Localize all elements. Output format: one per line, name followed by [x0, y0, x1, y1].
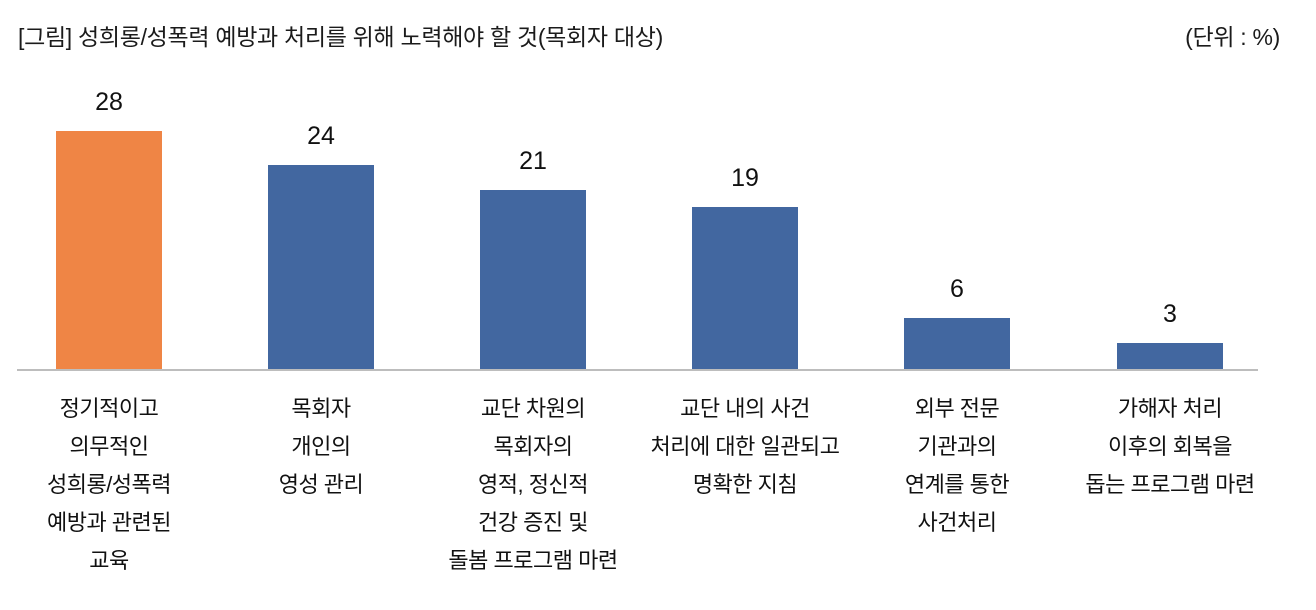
- bar-value-label: 24: [307, 122, 335, 150]
- bar-value-label: 28: [95, 88, 123, 116]
- category-label-line: 교단 차원의: [480, 396, 586, 421]
- category-label-line: 성희롱/성폭력: [46, 472, 172, 497]
- bar-value-label: 3: [1163, 300, 1177, 328]
- bar-2: [268, 165, 374, 369]
- chart-title: [그림] 성희롱/성폭력 예방과 처리를 위해 노력해야 할 것(목회자 대상): [18, 24, 663, 50]
- category-label-line: 개인의: [291, 434, 351, 459]
- bar-value-label: 21: [519, 147, 547, 175]
- category-label-line: 예방과 관련된: [46, 510, 172, 535]
- category-label-line: 건강 증진 및: [478, 510, 588, 535]
- category-label-line: 정기적이고: [59, 396, 159, 421]
- chart-header: [그림] 성희롱/성폭력 예방과 처리를 위해 노력해야 할 것(목회자 대상)…: [18, 18, 1280, 52]
- bar-value-label: 19: [731, 164, 759, 192]
- bar-4: [692, 207, 798, 369]
- category-label-line: 교단 내의 사건: [680, 396, 810, 421]
- category-label-line: 처리에 대한 일관되고: [650, 434, 840, 459]
- bar-5: [904, 318, 1010, 369]
- category-label-line: 연계를 통한: [904, 472, 1010, 497]
- unit-label: (단위 : %): [1185, 24, 1280, 50]
- category-label-line: 명확한 지침: [692, 472, 798, 497]
- bar-6: [1117, 343, 1223, 369]
- x-axis-line: [17, 369, 1258, 371]
- category-label-line: 영적, 정신적: [478, 472, 588, 497]
- bar-3: [480, 190, 586, 369]
- category-label-line: 의무적인: [69, 434, 149, 459]
- category-label-line: 외부 전문: [914, 396, 1000, 421]
- category-label-line: 사건처리: [917, 510, 997, 535]
- category-label-line: 가해자 처리: [1117, 396, 1223, 421]
- category-label-line: 돌봄 프로그램 마련: [448, 548, 618, 573]
- category-label-line: 목회자의: [493, 434, 573, 459]
- category-label-line: 목회자: [291, 396, 351, 421]
- category-label-line: 영성 관리: [278, 472, 364, 497]
- category-label-line: 기관과의: [917, 434, 997, 459]
- category-label-line: 교육: [89, 548, 129, 573]
- category-label-line: 돕는 프로그램 마련: [1085, 472, 1255, 497]
- category-label-line: 이후의 회복을: [1107, 434, 1233, 459]
- bar-1: [56, 131, 162, 369]
- bar-value-label: 6: [950, 275, 964, 303]
